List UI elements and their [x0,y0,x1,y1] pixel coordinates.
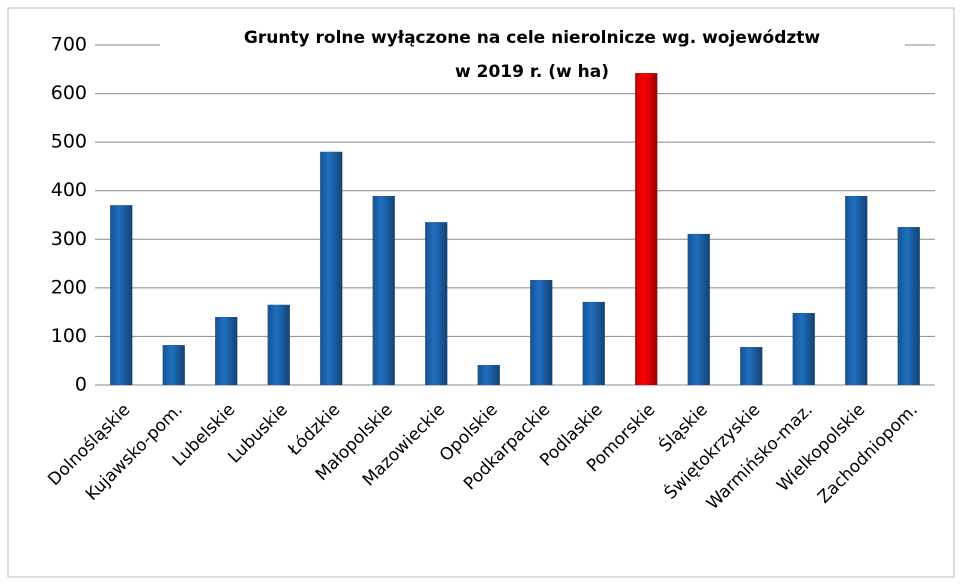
bar [110,205,133,385]
y-tick-label: 300 [51,228,87,250]
y-tick-label: 600 [51,82,87,104]
bar [425,222,448,385]
bar [740,347,763,385]
chart-frame [7,7,955,578]
title-bg [430,62,640,84]
bar [162,345,185,385]
chart-title: w 2019 r. (w ha) [455,62,609,82]
y-tick-label: 200 [51,276,87,298]
bar [267,304,290,385]
bar [530,280,553,385]
title-bg [160,30,905,52]
bar [477,365,500,385]
y-tick-label: 500 [51,131,87,153]
y-tick-label: 0 [75,374,87,396]
bar [897,227,920,385]
bar [320,151,343,385]
bar [372,196,395,385]
chart-title: Grunty rolne wyłączone na cele nierolnic… [244,28,821,48]
bar [215,317,238,385]
y-tick-label: 400 [51,179,87,201]
y-tick-label: 100 [51,325,87,347]
bar [635,73,658,386]
y-tick-label: 700 [51,34,87,56]
bar [792,313,815,385]
bar [687,233,710,385]
bar [582,301,605,385]
bar [845,196,868,385]
